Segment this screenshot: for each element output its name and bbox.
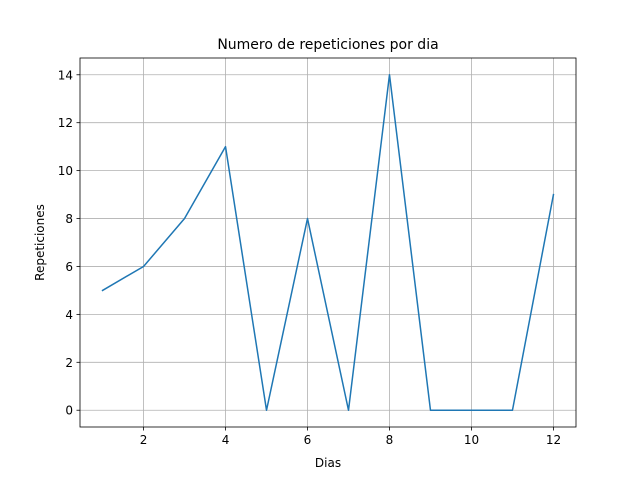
x-tick-label: 2 xyxy=(140,433,148,447)
y-tick-label: 14 xyxy=(58,68,73,82)
y-axis-label: Repeticiones xyxy=(33,204,47,281)
y-tick-label: 12 xyxy=(58,116,73,130)
plot-lines xyxy=(101,74,555,411)
x-tick-label: 12 xyxy=(546,433,561,447)
grid xyxy=(80,58,576,427)
plot-frame xyxy=(79,57,577,428)
x-tick-label: 10 xyxy=(464,433,479,447)
axis-ticks: 2 4 6 8 10 12 0 2 4 6 8 10 12 14 xyxy=(58,68,561,447)
x-axis-label: Dias xyxy=(315,456,341,470)
x-tick-label: 6 xyxy=(304,433,312,447)
x-tick-label: 8 xyxy=(386,433,394,447)
y-tick-label: 0 xyxy=(65,404,73,418)
y-tick-label: 8 xyxy=(65,212,73,226)
y-tick-label: 6 xyxy=(65,260,73,274)
series-line xyxy=(101,74,555,411)
chart-title: Numero de repeticiones por dia xyxy=(217,37,438,53)
y-tick-label: 10 xyxy=(58,164,73,178)
x-tick-label: 4 xyxy=(222,433,230,447)
y-tick-label: 4 xyxy=(65,308,73,322)
y-tick-label: 2 xyxy=(65,356,73,370)
